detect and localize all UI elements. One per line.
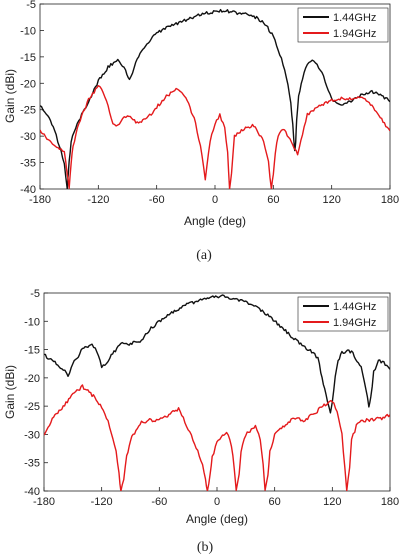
x-tick-label-b-3: 0 [214,496,220,508]
y-tick-label-b-6: -35 [24,458,40,470]
y-tick-label-a-2: -15 [20,52,36,64]
x-axis-label-a: Angle (deg) [184,214,246,228]
y-tick-label-a-7: -40 [20,184,36,196]
x-tick-label-b-6: 180 [381,496,399,508]
y-tick-label-a-0: -5 [26,0,36,11]
x-tick-label-a-3: 0 [212,194,218,206]
x-tick-label-a-1: -120 [87,194,109,206]
caption-b: (b) [197,540,214,555]
x-tick-label-b-1: -120 [91,496,113,508]
legend-b: 1.44GHz 1.94GHz [297,296,389,332]
x-tick-label-b-2: -60 [151,496,167,508]
x-tick-label-b-5: 120 [323,496,341,508]
y-tick-label-a-1: -10 [20,25,36,37]
legend-box-a [297,7,389,43]
y-tick-label-a-6: -35 [20,158,36,170]
y-axis-label-b: Gain (dBi) [3,365,17,419]
series-line-b-0 [44,294,390,414]
x-tick-label-a-2: -60 [149,194,165,206]
y-tick-label-b-7: -40 [24,486,40,498]
y-axis-label-a: Gain (dBi) [3,69,17,123]
x-tick-label-a-4: 60 [267,194,279,206]
x-tick-label-a-6: 180 [381,194,399,206]
y-tick-label-a-5: -30 [20,131,36,143]
legend-box-b [297,296,389,332]
legend-a: 1.44GHz 1.94GHz [297,7,389,43]
chart-panel-b: -180 -120 -60 0 60 120 180 -5 -10 -15 -20 -25 -30 -3… [3,288,399,555]
legend-label-a-1: 1.94GHz [333,28,376,40]
series-line-a-0 [40,8,390,189]
y-tick-label-b-5: -30 [24,429,40,441]
caption-a: (a) [196,248,212,263]
x-axis-label-b: Angle (deg) [186,512,248,526]
y-ticks-a: -5 -10 -15 -20 -25 -30 -35 -40 [20,0,44,196]
x-tick-label-a-0: -180 [29,194,51,206]
series-line-a-1 [40,85,390,189]
y-tick-label-b-0: -5 [30,288,40,300]
legend-label-b-1: 1.94GHz [333,317,376,329]
x-tick-label-a-5: 120 [322,194,340,206]
series-lines-b [44,294,390,491]
x-ticks-b: -180 -120 -60 0 60 120 180 [33,487,399,508]
y-tick-label-b-2: -15 [24,345,40,357]
y-ticks-b: -5 -10 -15 -20 -25 -30 -35 -40 [24,288,48,498]
x-ticks-a: -180 -120 -60 0 60 120 180 [29,185,399,206]
x-tick-label-b-4: 60 [269,496,281,508]
legend-label-b-0: 1.44GHz [333,301,376,313]
y-tick-label-a-3: -20 [20,78,36,90]
y-tick-label-b-4: -25 [24,401,40,413]
y-tick-label-b-3: -20 [24,373,40,385]
legend-label-a-0: 1.44GHz [333,12,376,24]
series-lines-a [40,8,390,189]
chart-panel-a: -180 -120 -60 0 60 120 180 -5 -10 -15 -20 -25 -30 -3… [3,0,399,263]
y-tick-label-a-4: -25 [20,105,36,117]
series-line-b-1 [44,384,390,491]
y-tick-label-b-1: -10 [24,316,40,328]
x-tick-label-b-0: -180 [33,496,55,508]
